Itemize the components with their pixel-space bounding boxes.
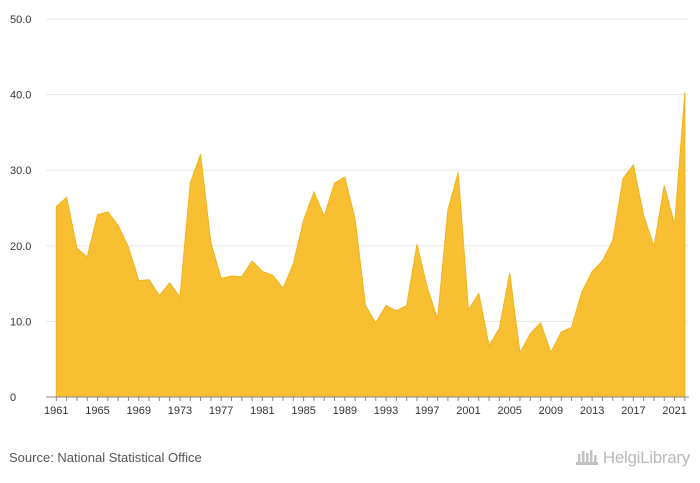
x-tick-label: 2005 <box>497 405 521 417</box>
x-tick-label: 1989 <box>333 405 357 417</box>
axes <box>46 396 689 401</box>
helgi-library-logo-icon <box>575 450 598 465</box>
y-tick-label: 10.0 <box>10 316 31 328</box>
x-tick-label: 2021 <box>662 405 686 417</box>
x-tick-label: 1973 <box>168 405 192 417</box>
y-tick-label: 40.0 <box>10 90 31 102</box>
x-tick-label: 1965 <box>85 405 109 417</box>
series-area-layer <box>55 92 686 398</box>
y-tick-label: 0 <box>10 392 16 404</box>
x-tick-labels: 1961 1965 1969 1973 1977 1981 1985 1989 1993 1997… <box>44 405 687 417</box>
x-tick-label: 2017 <box>621 405 645 417</box>
x-tick-label: 1985 <box>291 405 315 417</box>
x-tick-label: 2001 <box>456 405 480 417</box>
x-tick-label: 1977 <box>209 405 233 417</box>
y-tick-label: 20.0 <box>10 241 31 253</box>
y-tick-label: 50.0 <box>10 14 31 26</box>
x-tick-label: 2009 <box>539 405 563 417</box>
x-tick-label: 1997 <box>415 405 439 417</box>
x-tick-label: 1961 <box>44 405 68 417</box>
x-tick-label: 2013 <box>580 405 604 417</box>
brand-name: HelgiLibrary <box>602 448 690 467</box>
series-area <box>55 92 686 398</box>
source-note: Source: National Statistical Office <box>9 450 202 465</box>
brand-logo[interactable]: HelgiLibrary <box>575 448 690 468</box>
area-chart: 010.020.030.040.050.0 1961 1965 1969 1973 19… <box>10 14 689 417</box>
x-tick-label: 1981 <box>250 405 274 417</box>
x-tick-label: 1969 <box>126 405 150 417</box>
y-tick-labels: 0 10.0 20.0 30.0 40.0 50.0 <box>10 14 31 404</box>
y-tick-label: 30.0 <box>10 165 31 177</box>
x-tick-label: 1993 <box>374 405 398 417</box>
